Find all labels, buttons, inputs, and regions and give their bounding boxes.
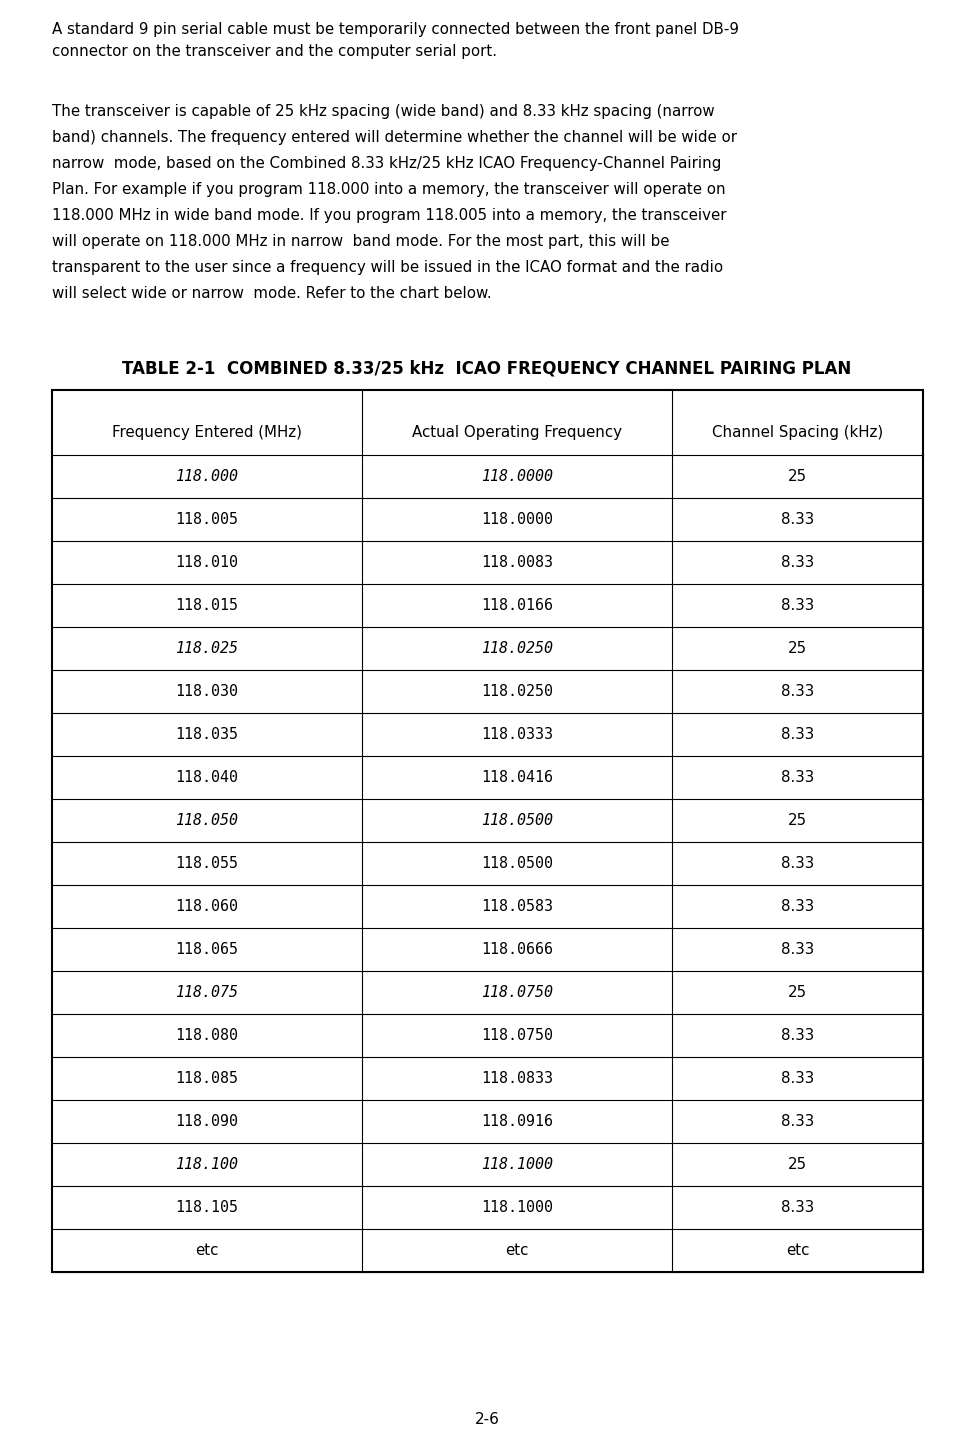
Text: 118.030: 118.030: [176, 684, 239, 699]
Text: 118.075: 118.075: [176, 985, 239, 999]
Text: Actual Operating Frequency: Actual Operating Frequency: [412, 425, 622, 440]
Text: 118.0916: 118.0916: [481, 1115, 553, 1129]
Text: 118.090: 118.090: [176, 1115, 239, 1129]
Text: connector on the transceiver and the computer serial port.: connector on the transceiver and the com…: [52, 45, 497, 59]
Text: will select wide or narrow  mode. Refer to the chart below.: will select wide or narrow mode. Refer t…: [52, 286, 491, 301]
Text: etc: etc: [786, 1243, 809, 1257]
Text: 118.0333: 118.0333: [481, 727, 553, 743]
Bar: [52, 389, 923, 1272]
Text: 118.1000: 118.1000: [481, 1156, 553, 1172]
Text: 8.33: 8.33: [781, 1028, 814, 1043]
Text: 8.33: 8.33: [781, 942, 814, 957]
Text: 118.0500: 118.0500: [481, 857, 553, 871]
Text: 118.000 MHz in wide band mode. If you program 118.005 into a memory, the transce: 118.000 MHz in wide band mode. If you pr…: [52, 208, 726, 224]
Text: etc: etc: [505, 1243, 528, 1257]
Text: 25: 25: [788, 469, 807, 485]
Text: 118.0666: 118.0666: [481, 942, 553, 957]
Text: 118.0583: 118.0583: [481, 898, 553, 914]
Text: narrow  mode, based on the Combined 8.33 kHz/25 kHz ICAO Frequency-Channel Pairi: narrow mode, based on the Combined 8.33 …: [52, 156, 721, 172]
Text: 8.33: 8.33: [781, 727, 814, 743]
Text: 2-6: 2-6: [475, 1412, 499, 1428]
Text: 8.33: 8.33: [781, 598, 814, 613]
Text: 118.0750: 118.0750: [481, 1028, 553, 1043]
Text: 25: 25: [788, 813, 807, 828]
Text: 118.0750: 118.0750: [481, 985, 553, 999]
Text: Frequency Entered (MHz): Frequency Entered (MHz): [112, 425, 302, 440]
Text: TABLE 2-1  COMBINED 8.33/25 kHz  ICAO FREQUENCY CHANNEL PAIRING PLAN: TABLE 2-1 COMBINED 8.33/25 kHz ICAO FREQ…: [123, 360, 851, 378]
Text: 118.0000: 118.0000: [481, 469, 553, 485]
Text: 8.33: 8.33: [781, 684, 814, 699]
Text: 118.065: 118.065: [176, 942, 239, 957]
Text: 118.105: 118.105: [176, 1200, 239, 1216]
Text: 118.0500: 118.0500: [481, 813, 553, 828]
Text: 118.060: 118.060: [176, 898, 239, 914]
Text: 8.33: 8.33: [781, 898, 814, 914]
Text: 25: 25: [788, 985, 807, 999]
Text: 118.085: 118.085: [176, 1071, 239, 1086]
Text: 118.0250: 118.0250: [481, 642, 553, 656]
Text: Plan. For example if you program 118.000 into a memory, the transceiver will ope: Plan. For example if you program 118.000…: [52, 182, 725, 198]
Text: 118.010: 118.010: [176, 555, 239, 570]
Text: 8.33: 8.33: [781, 1115, 814, 1129]
Text: 118.005: 118.005: [176, 512, 239, 526]
Text: 118.040: 118.040: [176, 770, 239, 784]
Text: transparent to the user since a frequency will be issued in the ICAO format and : transparent to the user since a frequenc…: [52, 260, 723, 275]
Text: 118.0250: 118.0250: [481, 684, 553, 699]
Text: 25: 25: [788, 642, 807, 656]
Text: 8.33: 8.33: [781, 770, 814, 784]
Text: 8.33: 8.33: [781, 857, 814, 871]
Text: 118.0166: 118.0166: [481, 598, 553, 613]
Text: 8.33: 8.33: [781, 1200, 814, 1216]
Text: will operate on 118.000 MHz in narrow  band mode. For the most part, this will b: will operate on 118.000 MHz in narrow ba…: [52, 234, 670, 249]
Text: 118.0000: 118.0000: [481, 512, 553, 526]
Text: 118.080: 118.080: [176, 1028, 239, 1043]
Text: 8.33: 8.33: [781, 512, 814, 526]
Text: etc: etc: [195, 1243, 218, 1257]
Text: 118.0833: 118.0833: [481, 1071, 553, 1086]
Text: 118.1000: 118.1000: [481, 1200, 553, 1216]
Text: 118.025: 118.025: [176, 642, 239, 656]
Text: 25: 25: [788, 1156, 807, 1172]
Text: 118.100: 118.100: [176, 1156, 239, 1172]
Text: 118.015: 118.015: [176, 598, 239, 613]
Text: 118.0416: 118.0416: [481, 770, 553, 784]
Text: The transceiver is capable of 25 kHz spacing (wide band) and 8.33 kHz spacing (n: The transceiver is capable of 25 kHz spa…: [52, 104, 715, 120]
Text: 118.055: 118.055: [176, 857, 239, 871]
Text: 8.33: 8.33: [781, 555, 814, 570]
Text: 118.035: 118.035: [176, 727, 239, 743]
Text: 118.000: 118.000: [176, 469, 239, 485]
Text: 118.0083: 118.0083: [481, 555, 553, 570]
Text: 8.33: 8.33: [781, 1071, 814, 1086]
Text: Channel Spacing (kHz): Channel Spacing (kHz): [712, 425, 883, 440]
Text: A standard 9 pin serial cable must be temporarily connected between the front pa: A standard 9 pin serial cable must be te…: [52, 22, 739, 37]
Text: band) channels. The frequency entered will determine whether the channel will be: band) channels. The frequency entered wi…: [52, 130, 737, 146]
Text: 118.050: 118.050: [176, 813, 239, 828]
